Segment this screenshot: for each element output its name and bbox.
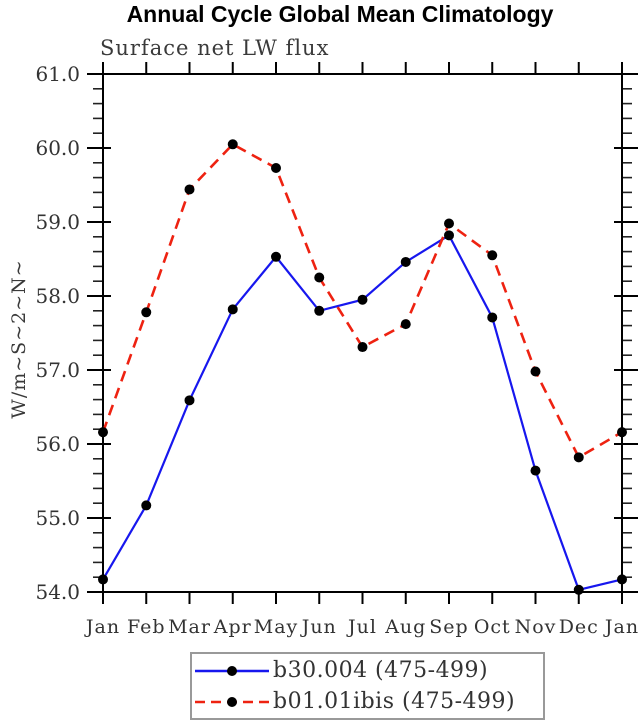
data-point	[617, 574, 627, 585]
x-tick-label: Feb	[127, 616, 166, 638]
data-point	[573, 584, 584, 595]
data-point	[271, 162, 281, 173]
legend-item: b30.004 (475-499)	[192, 655, 543, 686]
x-tick-label: Jun	[300, 616, 337, 638]
legend-label: b01.01ibis (475-499)	[273, 689, 516, 714]
x-tick-label: May	[254, 616, 299, 638]
data-point	[530, 366, 541, 377]
data-point	[487, 250, 498, 261]
legend-line-sample-dashed	[195, 696, 269, 707]
data-point	[227, 139, 238, 150]
legend: b30.004 (475-499) b01.01ibis (475-499)	[190, 652, 545, 720]
data-point	[357, 342, 368, 353]
x-tick-label: Oct	[474, 616, 511, 638]
data-point	[487, 312, 498, 323]
legend-sample-marker	[227, 696, 237, 707]
y-tick-label: 55.0	[35, 506, 80, 530]
data-point	[357, 294, 368, 305]
y-tick-label: 59.0	[35, 210, 80, 234]
data-point	[141, 307, 152, 318]
data-point	[184, 395, 195, 406]
x-tick-label: Apr	[213, 616, 252, 638]
data-point	[573, 452, 584, 463]
plot-frame	[102, 73, 623, 593]
data-point	[98, 574, 108, 585]
legend-item: b01.01ibis (475-499)	[192, 686, 543, 717]
legend-label: b30.004 (475-499)	[273, 658, 489, 683]
series-line	[102, 233, 623, 592]
y-tick-label: 58.0	[35, 284, 80, 308]
x-tick-label: Nov	[515, 616, 557, 638]
x-tick-label: Aug	[384, 616, 426, 638]
data-point	[227, 304, 238, 315]
y-tick-label: 54.0	[35, 580, 80, 604]
data-point	[141, 500, 152, 511]
chart-title: Annual Cycle Global Mean Climatology	[126, 1, 554, 27]
legend-line-sample-solid	[195, 665, 269, 676]
data-point	[98, 427, 108, 438]
y-tick-label: 60.0	[35, 136, 80, 160]
x-tick-label: Dec	[559, 616, 599, 638]
y-tick-label: 56.0	[35, 432, 80, 456]
data-point	[400, 319, 411, 330]
y-tick-label: 57.0	[35, 358, 80, 382]
x-tick-label: Mar	[168, 616, 211, 638]
chart-subtitle: Surface net LW flux	[100, 36, 330, 60]
data-point	[314, 272, 325, 283]
data-point	[444, 230, 454, 241]
data-point	[184, 184, 195, 195]
data-point	[530, 465, 541, 476]
legend-sample-marker	[227, 665, 237, 676]
data-point	[444, 218, 454, 229]
data-point	[314, 305, 325, 316]
y-tick-label: 61.0	[35, 62, 80, 86]
x-tick-label: Jan	[84, 616, 120, 638]
data-point	[271, 251, 281, 262]
x-tick-label: Sep	[429, 616, 468, 638]
x-tick-label: Jul	[346, 616, 377, 638]
data-point	[617, 427, 627, 438]
data-point	[400, 256, 411, 267]
x-tick-label: Jan	[603, 616, 639, 638]
